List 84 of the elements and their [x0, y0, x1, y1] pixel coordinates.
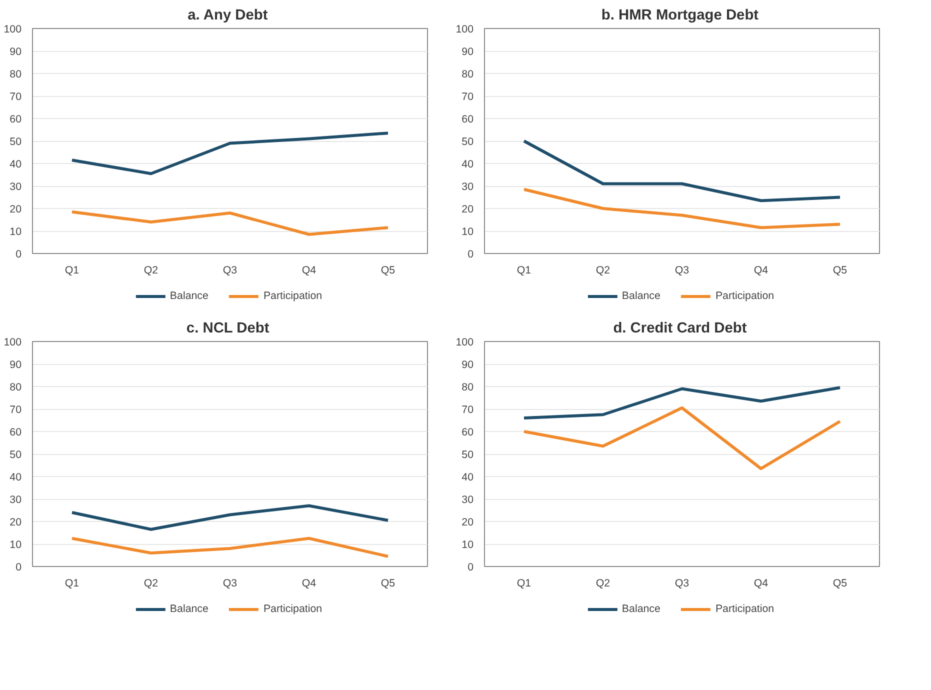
y-tick-label: 40 [10, 472, 22, 484]
y-tick-label: 60 [462, 114, 474, 126]
y-tick-label: 80 [10, 382, 22, 394]
y-tick-label: 70 [10, 91, 22, 103]
y-tick-label: 60 [462, 426, 474, 438]
line-series [522, 188, 842, 230]
y-tick-label: 90 [10, 46, 22, 58]
legend-label: Balance [622, 290, 660, 302]
y-tick-label: 10 [10, 226, 22, 238]
chart-title: d. Credit Card Debt [613, 320, 747, 336]
line-series [522, 406, 842, 470]
line-series [522, 140, 842, 202]
y-tick-label: 70 [462, 91, 474, 103]
line-series [70, 536, 390, 558]
line-series [70, 132, 390, 176]
x-tick-label: Q2 [144, 264, 158, 276]
y-tick-label: 90 [10, 359, 22, 371]
y-tick-label: 0 [468, 248, 474, 260]
x-tick-label: Q4 [302, 578, 316, 590]
x-tick-label: Q3 [674, 264, 690, 276]
chart-title: b. HMR Mortgage Debt [601, 8, 759, 24]
x-tick-label: Q4 [754, 578, 768, 590]
y-tick-label: 0 [468, 562, 474, 574]
legend-label: Balance [622, 603, 660, 615]
x-tick-label: Q2 [144, 578, 158, 590]
y-tick-label: 40 [462, 158, 474, 170]
y-tick-label: 90 [462, 46, 474, 58]
x-tick-label: Q3 [674, 578, 690, 590]
y-tick-label: 30 [10, 494, 22, 506]
y-tick-label: 20 [462, 516, 474, 528]
y-tick-label: 50 [462, 449, 474, 461]
y-tick-label: 30 [10, 181, 22, 193]
y-tick-label: 30 [462, 494, 474, 506]
y-tick-label: 80 [462, 68, 474, 80]
y-tick-label: 100 [456, 24, 474, 36]
legend-label: Balance [170, 290, 208, 302]
x-tick-label: Q1 [516, 578, 532, 590]
y-tick-label: 10 [462, 539, 474, 551]
y-tick-label: 80 [462, 382, 474, 394]
y-tick-label: 90 [462, 359, 474, 371]
x-tick-label: Q1 [516, 264, 532, 276]
y-tick-label: 20 [10, 516, 22, 528]
x-tick-label: Q2 [596, 264, 610, 276]
x-tick-label: Q4 [302, 264, 316, 276]
line-series [70, 504, 390, 531]
x-tick-label: Q2 [596, 578, 610, 590]
y-tick-label: 70 [10, 404, 22, 416]
x-tick-label: Q3 [222, 578, 238, 590]
y-tick-label: 0 [16, 562, 22, 574]
y-tick-label: 30 [462, 181, 474, 193]
y-tick-label: 10 [462, 226, 474, 238]
legend-label: Participation [715, 603, 774, 615]
x-tick-label: Q1 [64, 264, 80, 276]
legend-label: Balance [170, 603, 208, 615]
x-tick-label: Q5 [832, 578, 848, 590]
y-tick-label: 50 [10, 449, 22, 461]
y-tick-label: 10 [10, 539, 22, 551]
y-tick-label: 80 [10, 68, 22, 80]
line-series [522, 386, 842, 420]
line-series [70, 210, 390, 236]
x-tick-label: Q5 [832, 264, 848, 276]
legend-label: Participation [263, 603, 322, 615]
y-tick-label: 50 [10, 136, 22, 148]
y-tick-label: 50 [462, 136, 474, 148]
y-tick-label: 60 [10, 114, 22, 126]
y-tick-label: 60 [10, 426, 22, 438]
y-tick-label: 70 [462, 404, 474, 416]
y-tick-label: 40 [462, 472, 474, 484]
y-tick-label: 100 [4, 24, 22, 36]
y-tick-label: 20 [462, 204, 474, 216]
y-tick-label: 0 [16, 248, 22, 260]
y-tick-label: 100 [4, 336, 22, 348]
x-tick-label: Q5 [380, 264, 396, 276]
x-tick-label: Q1 [64, 578, 80, 590]
y-tick-label: 100 [456, 336, 474, 348]
y-tick-label: 40 [10, 158, 22, 170]
x-tick-label: Q3 [222, 264, 238, 276]
legend-label: Participation [263, 290, 322, 302]
x-tick-label: Q4 [754, 264, 768, 276]
x-tick-label: Q5 [380, 578, 396, 590]
legend-label: Participation [715, 290, 774, 302]
y-tick-label: 20 [10, 204, 22, 216]
chart-title: a. Any Debt [188, 8, 268, 24]
chart-title: c. NCL Debt [186, 320, 270, 336]
